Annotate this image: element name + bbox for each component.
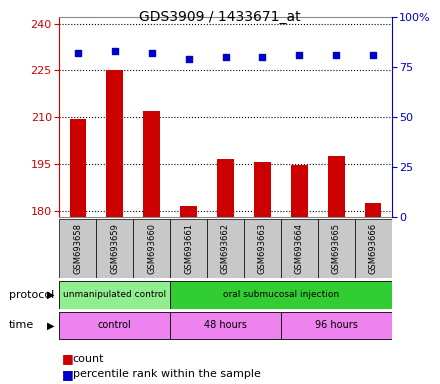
Text: percentile rank within the sample: percentile rank within the sample: [73, 369, 260, 379]
Text: GSM693662: GSM693662: [221, 223, 230, 274]
Text: GSM693659: GSM693659: [110, 223, 119, 274]
FancyBboxPatch shape: [244, 219, 281, 278]
Text: GSM693661: GSM693661: [184, 223, 193, 274]
Point: [259, 54, 266, 60]
Text: 48 hours: 48 hours: [204, 320, 247, 331]
Text: control: control: [98, 320, 132, 331]
Text: oral submucosal injection: oral submucosal injection: [223, 290, 339, 299]
Text: GSM693663: GSM693663: [258, 223, 267, 274]
Bar: [328, 156, 345, 217]
Text: ■: ■: [62, 353, 73, 366]
Text: GSM693660: GSM693660: [147, 223, 156, 274]
FancyBboxPatch shape: [170, 281, 392, 309]
Text: 96 hours: 96 hours: [315, 320, 358, 331]
FancyBboxPatch shape: [318, 219, 355, 278]
Text: ■: ■: [62, 368, 73, 381]
Point: [148, 50, 155, 56]
FancyBboxPatch shape: [281, 312, 392, 339]
Bar: [365, 203, 381, 217]
Bar: [106, 70, 123, 217]
Bar: [217, 159, 234, 217]
Text: protocol: protocol: [9, 290, 54, 300]
Bar: [254, 162, 271, 217]
Point: [222, 54, 229, 60]
FancyBboxPatch shape: [59, 312, 170, 339]
Bar: [291, 166, 308, 217]
Point: [333, 52, 340, 58]
Text: unmanipulated control: unmanipulated control: [63, 290, 166, 299]
Text: ▶: ▶: [47, 290, 55, 300]
Text: ▶: ▶: [47, 320, 55, 331]
Point: [296, 52, 303, 58]
FancyBboxPatch shape: [59, 281, 170, 309]
Text: GDS3909 / 1433671_at: GDS3909 / 1433671_at: [139, 10, 301, 23]
Bar: [143, 111, 160, 217]
Point: [370, 52, 377, 58]
FancyBboxPatch shape: [207, 219, 244, 278]
Text: GSM693664: GSM693664: [295, 223, 304, 274]
Bar: [180, 206, 197, 217]
Bar: [70, 119, 86, 217]
FancyBboxPatch shape: [59, 219, 96, 278]
Text: time: time: [9, 320, 34, 331]
Point: [74, 50, 81, 56]
Text: GSM693666: GSM693666: [369, 223, 378, 274]
Text: count: count: [73, 354, 104, 364]
Text: GSM693665: GSM693665: [332, 223, 341, 274]
FancyBboxPatch shape: [133, 219, 170, 278]
Point: [185, 56, 192, 62]
FancyBboxPatch shape: [170, 312, 281, 339]
FancyBboxPatch shape: [96, 219, 133, 278]
Text: GSM693658: GSM693658: [73, 223, 82, 274]
FancyBboxPatch shape: [281, 219, 318, 278]
FancyBboxPatch shape: [355, 219, 392, 278]
Point: [111, 48, 118, 54]
FancyBboxPatch shape: [170, 219, 207, 278]
